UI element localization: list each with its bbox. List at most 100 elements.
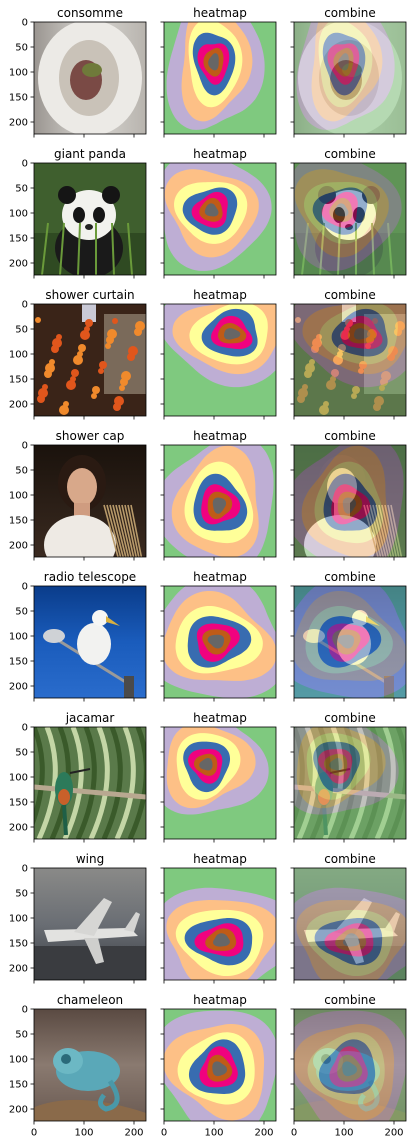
row4-combine-ov-level-7 (337, 634, 355, 649)
row7-image-branch (34, 1099, 146, 1121)
row7-combine-overlay (294, 1009, 406, 1121)
row7-image-ytick-label-1: 50 (15, 1030, 28, 1041)
row5-image-leaf-1 (36, 727, 58, 839)
row-3: shower cap 0 50 100 150 200 heatmap combine (9, 429, 407, 561)
row4-image-ytick-label-0: 0 (22, 582, 28, 593)
row1-image-eye-left (73, 207, 85, 223)
row4-image-ytick-label-4: 200 (9, 682, 28, 693)
row0-image-title: consomme (57, 6, 123, 20)
row6-image-panel: wing 0 50 100 150 200 (9, 852, 147, 984)
row2-image-dot-29 (66, 380, 76, 390)
row6-image-ytick-label-4: 200 (9, 964, 28, 975)
row5-image-leaf-4 (75, 727, 97, 839)
row5-image-panel: jacamar 0 50 100 150 200 (9, 711, 147, 843)
row3-image-straw-7 (124, 504, 137, 557)
row2-image-dot-0 (35, 317, 41, 323)
row3-combine-frame (293, 444, 407, 558)
row5-image-frame (33, 726, 147, 840)
row1-image-bamboo-4 (111, 222, 115, 275)
row2-image-dot-37 (51, 345, 59, 353)
row0-combine-panel: combine (290, 6, 407, 138)
row4-image-bird-head (92, 610, 108, 626)
row1-heatmap-level-7 (204, 203, 219, 217)
row7-combine-frame (293, 1008, 407, 1122)
row6-heatmap-panel: heatmap (160, 852, 277, 984)
row1-image-ytick-label-3: 150 (9, 234, 28, 245)
row2-image-dot-19 (113, 403, 121, 411)
row7-heatmap-xtick-label-1: 100 (204, 1128, 223, 1139)
row1-image-bamboo-1 (59, 222, 65, 275)
row2-combine-panel: combine (290, 288, 407, 420)
row3-combine-ov-level-7 (342, 497, 357, 514)
row6-image-tail (124, 912, 140, 932)
row2-image-dot-34 (44, 370, 52, 378)
row2-heatmap-panel: heatmap (160, 288, 277, 420)
row3-combine-panel: combine (290, 429, 407, 561)
row7-heatmap-level-7 (212, 1061, 228, 1077)
row2-combine-ov-level-7 (354, 328, 371, 340)
row4-image-panel: radio telescope 0 50 100 150 200 (9, 570, 147, 702)
row1-heatmap-panel: heatmap (160, 147, 277, 279)
row7-combine-ov-level-7 (342, 1061, 358, 1077)
row0-heatmap-frame (163, 21, 277, 135)
row0-combine-ov-level-7 (338, 53, 349, 71)
row7-heatmap-title: heatmap (193, 993, 247, 1007)
row3-heatmap-title: heatmap (193, 429, 247, 443)
row7-image-xtick-label-1: 100 (74, 1128, 93, 1139)
row2-image-ytick-label-0: 0 (22, 300, 28, 311)
row3-image-straw-3 (112, 504, 127, 557)
row7-heatmap-xtick-label-0: 0 (161, 1128, 167, 1139)
row6-combine-title: combine (324, 852, 376, 866)
row0-combine-overlay (294, 22, 406, 134)
row7-image-xtick-label-0: 0 (31, 1128, 37, 1139)
row7-image-ytick-label-0: 0 (22, 1005, 28, 1016)
row6-image-wing-bottom (84, 938, 104, 964)
row3-image-top (44, 515, 116, 557)
row5-image-leaf-5 (88, 727, 110, 839)
row2-image-dot-22 (120, 378, 128, 386)
row7-combine-xtick-label-0: 0 (291, 1128, 297, 1139)
row4-heatmap-panel: heatmap (160, 570, 277, 702)
row3-image-straw-2 (109, 504, 124, 557)
row1-image-ytick-label-0: 0 (22, 159, 28, 170)
row2-image-dot-32 (73, 355, 83, 365)
row5-image-bird-breast (58, 789, 70, 805)
row3-image-straw-6 (121, 504, 135, 557)
row1-image-ytick-label-2: 100 (9, 209, 28, 220)
row5-combine-overlay (294, 727, 406, 839)
row5-image-ytick-label-2: 100 (9, 773, 28, 784)
row4-image-ytick-label-3: 150 (9, 657, 28, 668)
row6-image-title: wing (76, 852, 104, 866)
row3-image-straw-8 (127, 504, 140, 557)
row3-image-neck (74, 503, 90, 519)
row1-image-head (62, 190, 116, 240)
row7-heatmap-xtick-label-2: 200 (254, 1128, 273, 1139)
row5-image-ytick-label-1: 50 (15, 748, 28, 759)
row5-combine-panel: combine (290, 711, 407, 843)
row5-combine-frame (293, 726, 407, 840)
row2-image-dot-25 (127, 353, 135, 361)
row3-combine-title: combine (324, 429, 376, 443)
row2-image-dot-33 (112, 318, 118, 324)
row2-heatmap-frame (163, 303, 277, 417)
row0-image-panel: consomme 0 50 100 150 200 (9, 6, 147, 138)
row1-image-eye-right (93, 207, 105, 223)
row7-image-frame (33, 1008, 147, 1122)
row3-combine-overlay (294, 445, 406, 557)
row0-image-frame (33, 21, 147, 135)
row3-image-ytick-label-3: 150 (9, 516, 28, 527)
row7-image-ytick-label-4: 200 (9, 1105, 28, 1116)
row3-image-ytick-label-0: 0 (22, 441, 28, 452)
row7-combine-panel: combine 0 100 200 (290, 993, 407, 1139)
row5-heatmap-panel: heatmap (160, 711, 277, 843)
row4-image-lamp (43, 629, 65, 643)
row7-image-ytick-label-2: 100 (9, 1055, 28, 1066)
row0-image-greens (82, 63, 102, 77)
row2-image-dot-10 (92, 386, 100, 394)
row-1: giant panda 0 50 100 150 200 heatmap combine (9, 147, 407, 279)
row6-combine-overlay (294, 868, 406, 980)
row5-image-branch (34, 784, 146, 800)
row4-heatmap-title: heatmap (193, 570, 247, 584)
row3-image-straw-1 (106, 504, 122, 557)
row1-image-ytick-label-4: 200 (9, 259, 28, 270)
